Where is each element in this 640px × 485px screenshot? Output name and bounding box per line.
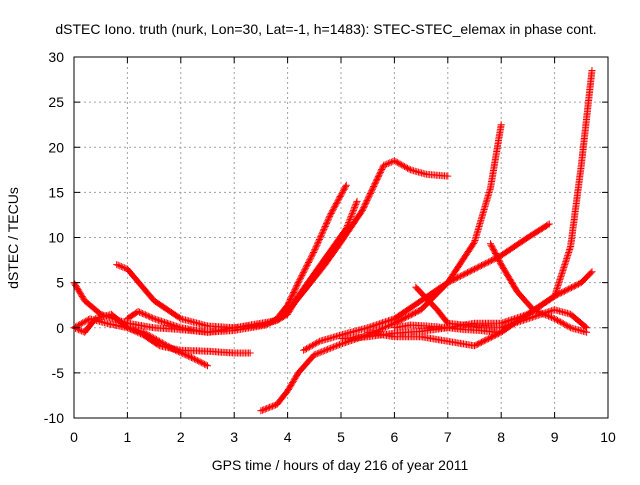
- series-markers: [390, 321, 500, 336]
- x-tick-label: 1: [124, 429, 132, 445]
- data-series: [364, 268, 596, 350]
- y-tick-label: 20: [48, 139, 64, 155]
- x-tick-label: 5: [337, 429, 345, 445]
- series-markers: [487, 240, 591, 336]
- y-tick-label: 25: [48, 94, 64, 110]
- series-markers: [123, 197, 361, 336]
- grid-lines: [74, 57, 608, 418]
- x-tick-label: 10: [600, 429, 616, 445]
- y-tick-label: 15: [48, 184, 64, 200]
- chart-title: dSTEC Iono. truth (nurk, Lon=30, Lat=-1,…: [55, 21, 596, 37]
- y-tick-label: 10: [48, 230, 64, 246]
- data-series: [123, 197, 361, 336]
- y-tick-label: 30: [48, 49, 64, 65]
- x-tick-label: 9: [551, 429, 559, 445]
- x-tick-label: 0: [70, 429, 78, 445]
- axis-ticks: [73, 56, 609, 419]
- y-tick-label: 5: [56, 275, 64, 291]
- y-axis-label: dSTEC / TECUs: [5, 187, 21, 289]
- y-tick-label: -10: [44, 410, 64, 426]
- y-tick-label: -5: [52, 365, 65, 381]
- y-tick-labels: -10 -5 0 5 10 15 20 25 30: [44, 49, 64, 426]
- x-tick-labels: 0 1 2 3 4 5 6 7 8 9 10: [70, 429, 616, 445]
- x-tick-label: 6: [391, 429, 399, 445]
- y-tick-label: 0: [56, 320, 64, 336]
- x-tick-label: 8: [497, 429, 505, 445]
- series-markers: [364, 268, 596, 350]
- data-series: [487, 240, 591, 336]
- x-tick-label: 3: [230, 429, 238, 445]
- data-series: [390, 321, 500, 336]
- x-tick-label: 7: [444, 429, 452, 445]
- x-axis-label: GPS time / hours of day 216 of year 2011: [212, 457, 469, 473]
- x-tick-label: 2: [177, 429, 185, 445]
- x-tick-label: 4: [284, 429, 292, 445]
